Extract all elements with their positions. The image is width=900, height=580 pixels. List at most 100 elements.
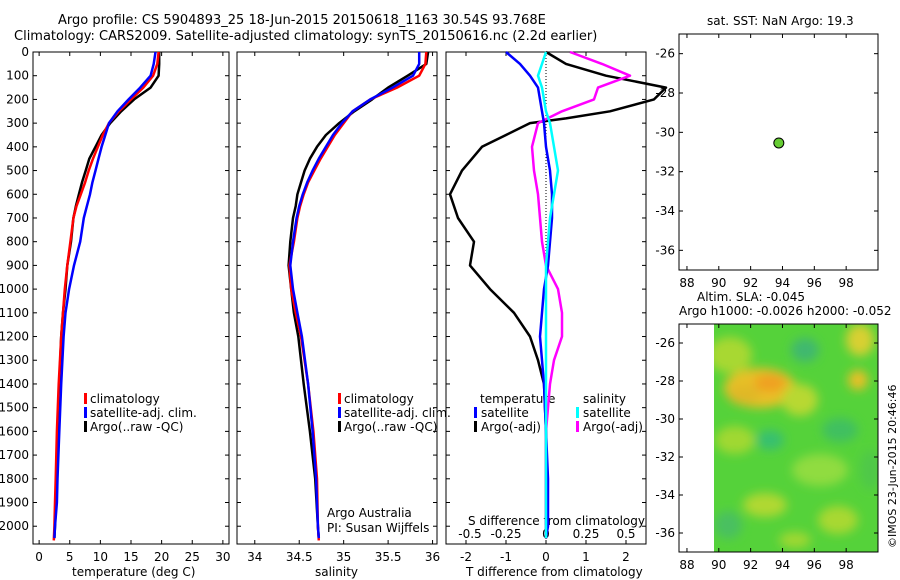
sla-heatmap-blobs — [714, 324, 878, 548]
sst-map-xtick-label: 96 — [807, 276, 822, 290]
sst-map-xtick-label: 98 — [839, 276, 854, 290]
chart-title-line1: Argo profile: CS 5904893_25 18-Jun-2015 … — [58, 13, 546, 28]
sla-blob — [848, 370, 868, 390]
temperature-xtick-label: 5 — [66, 550, 74, 564]
sla-blob — [822, 418, 858, 442]
argo-float-marker — [773, 137, 785, 149]
sla-blob — [728, 385, 760, 405]
temp-legend-2: satellite-adj. clim. — [90, 406, 197, 420]
diff-legend-swatch-temp-argo — [474, 421, 477, 432]
sla-blob — [756, 430, 784, 450]
depth-tick-label: 100 — [6, 69, 29, 83]
salinity-series-climatology — [288, 51, 428, 541]
difference-xlabel: T difference from climatology — [466, 565, 643, 579]
sst-map-ytick-label: -30 — [655, 125, 675, 139]
sla-blob — [782, 384, 818, 416]
sla-blob — [714, 511, 742, 539]
sla-title-2: Argo h1000: -0.0026 h2000: -0.052 — [679, 304, 892, 318]
difference-series-satellite-salinity- — [536, 51, 560, 539]
sla-blob — [846, 324, 874, 356]
salinity-xtick-label: 36 — [425, 550, 440, 564]
depth-tick-label: 1300 — [0, 353, 29, 367]
sst-map-ytick-label: -28 — [655, 86, 675, 100]
sst-map-ytick-label: -32 — [655, 165, 675, 179]
difference-top-label: S difference from climatology — [468, 514, 645, 528]
difference-xtick-label: -2 — [460, 550, 472, 564]
sla-map-xtick-label: 90 — [711, 558, 726, 572]
sst-title: sat. SST: NaN Argo: 19.3 — [707, 14, 854, 28]
depth-tick-label: 300 — [6, 116, 29, 130]
diff-legend-sal-argo: Argo(-adj) — [583, 420, 643, 434]
sla-blob — [791, 338, 819, 362]
depth-tick-label: 800 — [6, 235, 29, 249]
sal-legend-1: climatology — [344, 392, 414, 406]
salinity-xtick-label: 34.5 — [286, 550, 313, 564]
temperature-xtick-label: 0 — [35, 550, 43, 564]
sla-blob — [792, 454, 848, 486]
salinity-series-satellite-adj-clim- — [289, 52, 421, 539]
temp-legend-swatch-argo — [84, 421, 87, 432]
credit-line1: Argo Australia — [327, 506, 412, 520]
diff-legend-swatch-temp-sat — [474, 407, 477, 418]
sla-blob — [743, 493, 787, 517]
temperature-xtick-label: 20 — [154, 550, 169, 564]
diff-legend-swatch-sal-argo — [576, 421, 579, 432]
sla-blob — [754, 374, 786, 392]
sst-map-ytick-label: -34 — [655, 204, 675, 218]
depth-tick-label: 1700 — [0, 448, 29, 462]
sst-map-xtick-label: 88 — [679, 276, 694, 290]
depth-tick-label: 1600 — [0, 424, 29, 438]
depth-tick-label: 900 — [6, 258, 29, 272]
sla-blob — [715, 426, 755, 454]
depth-tick-label: 1200 — [0, 330, 29, 344]
depth-tick-label: 1900 — [0, 496, 29, 510]
sst-map-frame — [678, 33, 879, 271]
sal-legend-3: Argo(..raw -QC) — [344, 420, 438, 434]
difference-top-tick-label: 0.25 — [573, 527, 600, 541]
temperature-xlabel: temperature (deg C) — [72, 565, 196, 579]
depth-tick-label: 700 — [6, 211, 29, 225]
temperature-xtick-label: 25 — [185, 550, 200, 564]
difference-xtick-label: 0 — [542, 550, 550, 564]
credit-line2: PI: Susan Wijffels — [327, 521, 430, 535]
sla-map-xtick-label: 98 — [839, 558, 854, 572]
sst-map-xtick-label: 90 — [711, 276, 726, 290]
sla-map-xtick-label: 92 — [743, 558, 758, 572]
diff-legend-temp-title: temperature — [480, 392, 556, 406]
sst-map-xtick-label: 92 — [743, 276, 758, 290]
sla-heatmap — [714, 324, 878, 552]
sla-map-ytick-label: -34 — [655, 488, 675, 502]
salinity-xlabel: salinity — [315, 565, 359, 579]
temperature-series-satellite-adj-clim- — [53, 51, 157, 539]
salinity-xtick-label: 34 — [247, 550, 262, 564]
salinity-series-argo-raw-qc- — [287, 51, 430, 539]
chart-title-line2: Climatology: CARS2009. Satellite-adjuste… — [14, 29, 598, 44]
diff-legend-swatch-sal-sat — [576, 407, 579, 418]
sst-map-ytick-label: -36 — [655, 243, 675, 257]
salinity-xtick-label: 35.5 — [375, 550, 402, 564]
sla-map-ytick-label: -26 — [655, 336, 675, 350]
depth-tick-label: 1500 — [0, 401, 29, 415]
depth-tick-label: 1000 — [0, 282, 29, 296]
difference-series-argo-adj-salinity- — [530, 50, 632, 539]
sla-blob — [818, 506, 858, 534]
salinity-frame — [236, 51, 438, 545]
sla-map-xtick-label: 88 — [679, 558, 694, 572]
depth-tick-label: 200 — [6, 92, 29, 106]
difference-xtick-label: -1 — [500, 550, 512, 564]
difference-top-tick-label: -0.5 — [458, 527, 481, 541]
sst-map-ytick-label: -26 — [655, 47, 675, 61]
depth-tick-label: 400 — [6, 140, 29, 154]
sal-legend-swatch-clim — [338, 393, 341, 404]
sla-map-ytick-label: -30 — [655, 412, 675, 426]
sal-legend-swatch-argo — [338, 421, 341, 432]
depth-tick-label: 1100 — [0, 306, 29, 320]
depth-tick-label: 2000 — [0, 519, 29, 533]
sal-legend-2: satellite-adj. clim. — [344, 406, 451, 420]
sla-map-ytick-label: -32 — [655, 450, 675, 464]
temperature-xtick-label: 15 — [123, 550, 138, 564]
temperature-frame — [32, 51, 230, 545]
sla-map-frame — [678, 323, 879, 553]
diff-legend-temp-argo: Argo(-adj) — [481, 420, 541, 434]
